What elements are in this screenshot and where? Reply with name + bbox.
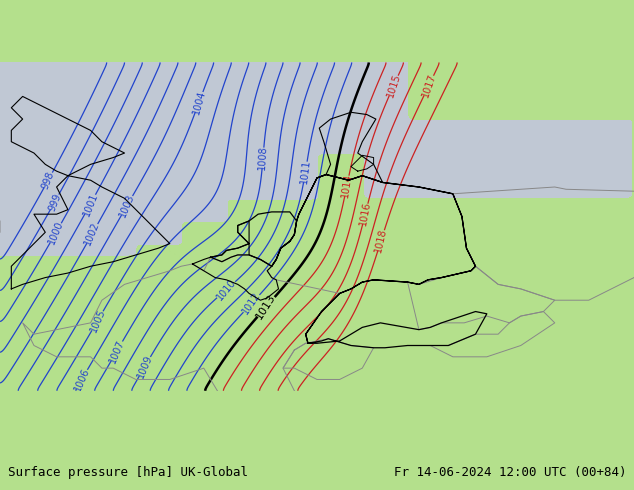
Text: 1011: 1011 — [299, 159, 312, 185]
Text: 1004: 1004 — [191, 89, 207, 115]
Text: 1017: 1017 — [420, 72, 437, 99]
Text: 1006: 1006 — [72, 366, 91, 392]
Text: 1012: 1012 — [240, 291, 262, 317]
Text: 1014: 1014 — [340, 173, 354, 199]
Text: 1000: 1000 — [46, 220, 65, 246]
Text: 1007: 1007 — [108, 338, 126, 365]
Text: 999: 999 — [46, 192, 63, 213]
Text: 1002: 1002 — [83, 220, 101, 247]
Text: 1003: 1003 — [118, 192, 136, 219]
Text: 1008: 1008 — [257, 146, 269, 171]
Text: 1001: 1001 — [81, 191, 100, 218]
Text: Fr 14-06-2024 12:00 UTC (00+84): Fr 14-06-2024 12:00 UTC (00+84) — [394, 466, 626, 479]
Text: 1018: 1018 — [373, 227, 389, 253]
Text: 998: 998 — [40, 170, 56, 191]
Text: 1013: 1013 — [254, 293, 278, 321]
Text: 1015: 1015 — [385, 72, 402, 99]
Text: 1009: 1009 — [136, 353, 154, 380]
Text: 1010: 1010 — [214, 277, 238, 302]
Text: Surface pressure [hPa] UK-Global: Surface pressure [hPa] UK-Global — [8, 466, 248, 479]
Text: 1005: 1005 — [88, 308, 107, 334]
Text: 1016: 1016 — [358, 201, 372, 227]
